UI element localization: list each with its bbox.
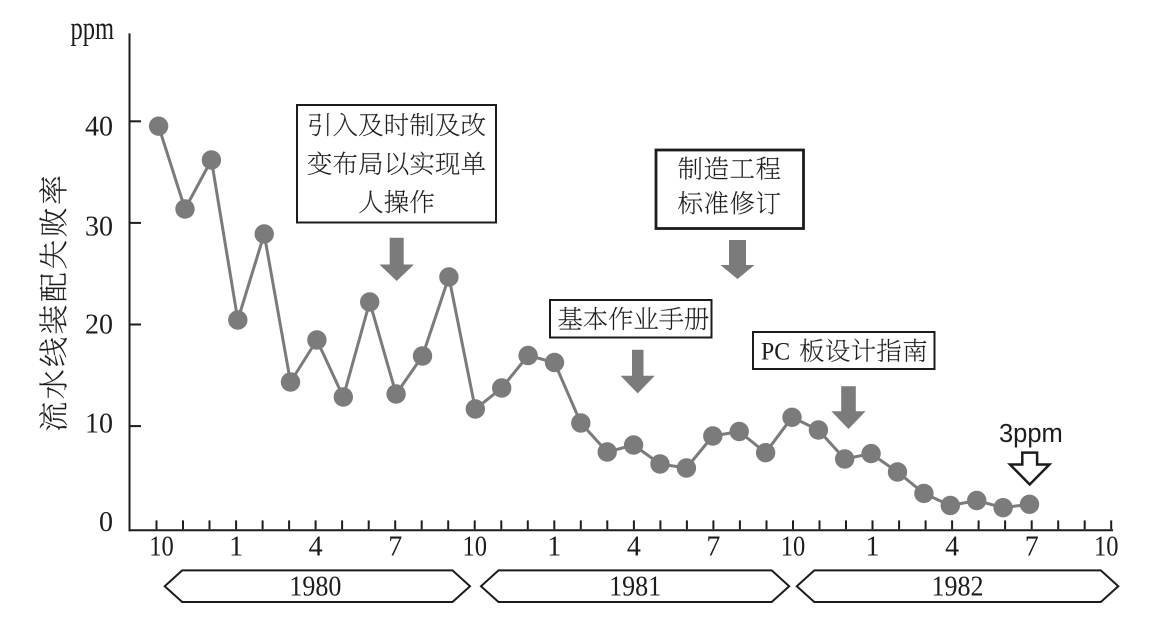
svg-text:1: 1: [547, 532, 561, 563]
svg-text:4: 4: [309, 532, 323, 563]
svg-text:10: 10: [781, 532, 806, 563]
svg-text:4: 4: [945, 532, 959, 563]
svg-text:40: 40: [85, 112, 113, 143]
svg-text:10: 10: [1094, 532, 1119, 563]
svg-text:ppm: ppm: [71, 11, 115, 47]
svg-text:0: 0: [99, 507, 113, 538]
svg-text:3ppm: 3ppm: [999, 420, 1063, 448]
svg-text:7: 7: [1025, 532, 1039, 563]
svg-text:30: 30: [85, 211, 113, 242]
svg-text:10: 10: [149, 532, 174, 563]
svg-text:20: 20: [85, 309, 113, 340]
svg-text:1980: 1980: [289, 572, 341, 603]
svg-text:1982: 1982: [932, 572, 984, 603]
svg-text:4: 4: [627, 532, 641, 563]
svg-text:10: 10: [85, 408, 113, 439]
svg-text:7: 7: [706, 532, 720, 563]
svg-text:1: 1: [866, 532, 880, 563]
svg-text:10: 10: [462, 532, 487, 563]
svg-text:7: 7: [388, 532, 402, 563]
svg-text:1981: 1981: [609, 572, 661, 603]
svg-text:1: 1: [229, 532, 243, 563]
svg-text:PC: PC: [761, 338, 790, 365]
